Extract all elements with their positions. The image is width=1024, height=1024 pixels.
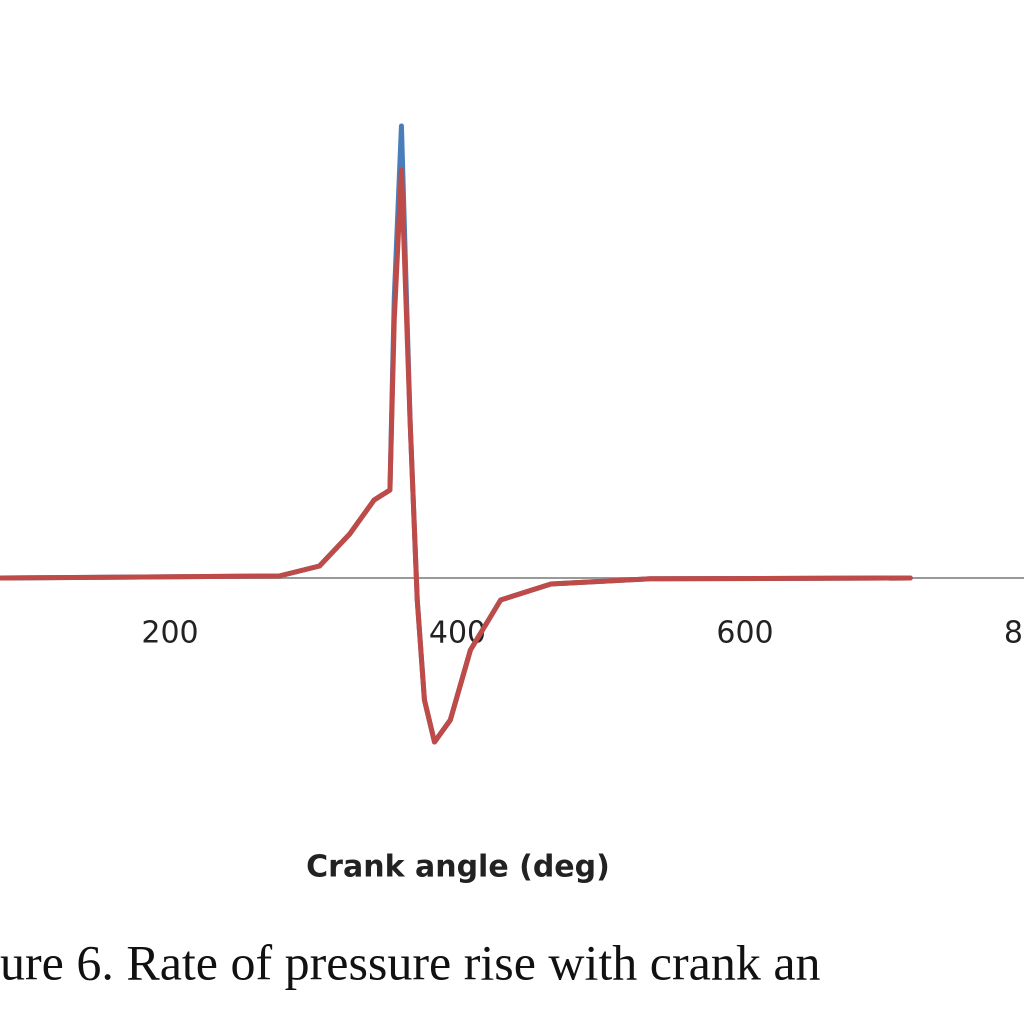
x-tick-label: 200 xyxy=(141,616,198,651)
x-tick-label: 800 xyxy=(1004,616,1024,651)
figure-caption: ure 6. Rate of pressure rise with crank … xyxy=(0,934,821,990)
x-tick-label: 400 xyxy=(429,616,486,651)
x-tick-label: 600 xyxy=(716,616,773,651)
series-line xyxy=(0,167,913,745)
x-axis-title: Crank angle (deg) xyxy=(306,850,610,885)
